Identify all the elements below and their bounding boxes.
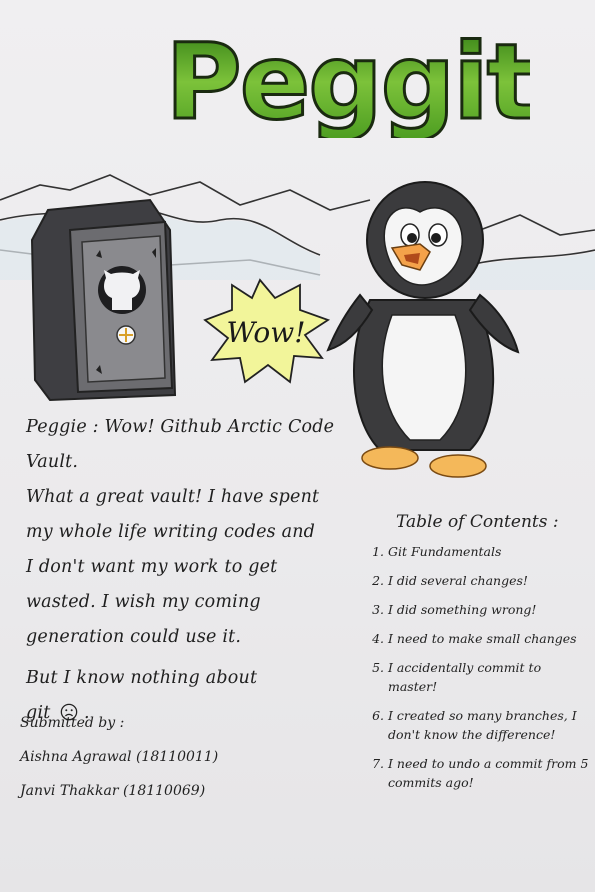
story-line-8-text: git — [26, 703, 51, 723]
title-graphic: Peggit — [170, 20, 530, 139]
table-of-contents: Table of Contents : 1. Git Fundamentals 2… — [362, 512, 592, 802]
toc-item: 3. I did something wrong! — [372, 602, 537, 617]
toc-item: 1. Git Fundamentals — [372, 544, 502, 559]
penguin-icon — [326, 181, 520, 478]
toc-item: 2. I did several changes! — [372, 573, 528, 588]
story-line-1: Peggie : Wow! Github Arctic Code Vault. — [26, 417, 335, 472]
toc-item: 4. I need to make small changes — [372, 631, 577, 646]
credits: Submitted by : Aishna Agrawal (18110011)… — [20, 706, 320, 808]
arctic-scene: Wow! — [0, 174, 595, 478]
title-text: Peggit — [170, 21, 530, 138]
toc-title: Table of Contents : — [396, 512, 559, 532]
vault-icon — [30, 198, 177, 402]
story-line-8: git . — [26, 703, 90, 723]
author-2: Janvi Thakkar (18110069) — [20, 783, 206, 799]
story-line-5: wasted. I wish my coming — [26, 592, 261, 612]
toc-item: 7. I need to undo a commit from 5 commits… — [372, 756, 589, 790]
story-line-7: But I know nothing about — [26, 668, 258, 688]
author-1: Aishna Agrawal (18110011) — [20, 749, 219, 765]
wow-star-bubble: Wow! — [203, 278, 331, 384]
story-line-4: I don't want my work to get — [26, 557, 278, 577]
story-line-3: my whole life writing codes and — [26, 522, 316, 542]
story-line-6: generation could use it. — [26, 627, 242, 647]
toc-item: 6. I created so many branches, I don't kn… — [372, 708, 577, 742]
submitted-by-label: Submitted by : — [20, 715, 125, 731]
story-text: Peggie : Wow! Github Arctic Code Vault. … — [26, 410, 376, 731]
toc-item: 5. I accidentally commit to master! — [372, 660, 542, 694]
toc-list: 1. Git Fundamentals 2. I did several chang… — [362, 542, 592, 792]
wow-text: Wow! — [227, 316, 306, 349]
story-line-2: What a great vault! I have spent — [26, 487, 320, 507]
sad-face-icon — [60, 703, 78, 721]
